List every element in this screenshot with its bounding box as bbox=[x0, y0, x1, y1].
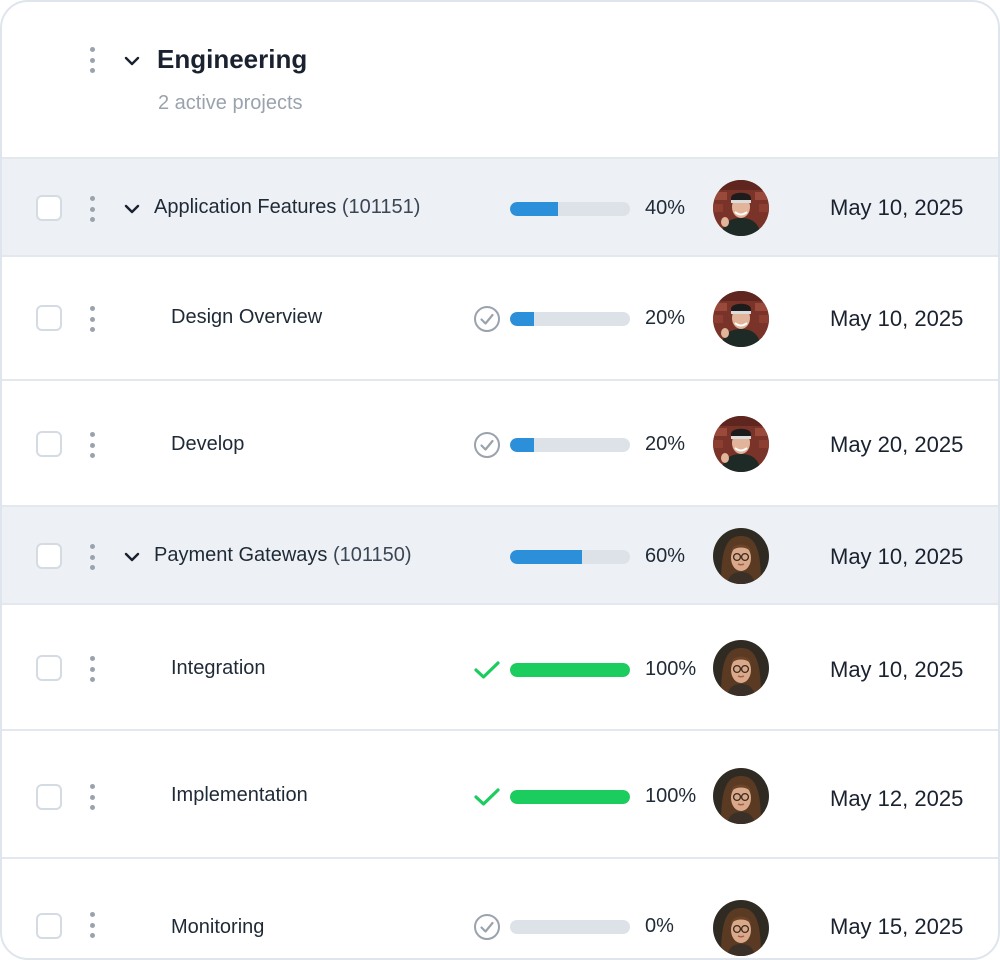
group-title: Engineering bbox=[157, 44, 308, 74]
row-collapse-chevron-icon[interactable] bbox=[122, 199, 142, 219]
row-menu-icon[interactable] bbox=[89, 912, 95, 938]
task-row-payment-gateways[interactable]: Payment Gateways (101150) 60% May 10, 20… bbox=[2, 505, 998, 605]
progress-bar bbox=[510, 438, 630, 452]
row-checkbox[interactable] bbox=[36, 655, 62, 681]
due-date: May 10, 2025 bbox=[830, 306, 964, 331]
woman-avatar[interactable] bbox=[713, 900, 769, 956]
progress-percent: 20% bbox=[645, 307, 686, 329]
row-menu-icon[interactable] bbox=[89, 196, 95, 222]
row-menu-icon[interactable] bbox=[89, 432, 95, 458]
task-title[interactable]: Monitoring bbox=[171, 916, 265, 938]
woman-avatar[interactable] bbox=[713, 528, 769, 584]
task-title: Payment Gateways bbox=[154, 544, 328, 566]
task-code: (101150) bbox=[332, 544, 412, 566]
due-date: May 20, 2025 bbox=[830, 432, 964, 457]
task-title[interactable]: Integration bbox=[171, 657, 266, 679]
due-date: May 10, 2025 bbox=[830, 657, 964, 682]
progress-percent: 60% bbox=[645, 545, 686, 567]
row-checkbox[interactable] bbox=[36, 305, 62, 331]
progress-fill bbox=[510, 550, 582, 564]
row-checkbox[interactable] bbox=[36, 913, 62, 939]
progress-bar bbox=[510, 790, 630, 804]
task-code: (101151) bbox=[341, 196, 421, 218]
due-date: May 12, 2025 bbox=[830, 786, 964, 811]
task-title[interactable]: Develop bbox=[171, 433, 245, 455]
row-menu-icon[interactable] bbox=[89, 656, 95, 682]
row-menu-icon[interactable] bbox=[89, 544, 95, 570]
progress-percent: 40% bbox=[645, 197, 686, 219]
circle-check-icon[interactable] bbox=[473, 913, 501, 941]
progress-fill bbox=[510, 312, 534, 326]
circle-check-icon[interactable] bbox=[473, 431, 501, 459]
man-avatar[interactable] bbox=[713, 180, 769, 236]
group-subtitle: 2 active projects bbox=[158, 92, 303, 114]
progress-percent: 100% bbox=[645, 658, 697, 680]
progress-bar bbox=[510, 550, 630, 564]
task-row-implementation[interactable]: Implementation 100% May 12, 2025 bbox=[2, 729, 998, 859]
progress-bar bbox=[510, 920, 630, 934]
row-checkbox[interactable] bbox=[36, 195, 62, 221]
task-title[interactable]: Implementation bbox=[171, 784, 308, 806]
man-avatar[interactable] bbox=[713, 291, 769, 347]
group-header: Engineering 2 active projects bbox=[2, 2, 998, 158]
task-row-monitoring[interactable]: Monitoring 0% May 15, 2025 bbox=[2, 857, 998, 960]
woman-avatar[interactable] bbox=[713, 640, 769, 696]
progress-bar bbox=[510, 202, 630, 216]
progress-fill bbox=[510, 202, 558, 216]
task-row-integration[interactable]: Integration 100% May 10, 2025 bbox=[2, 603, 998, 731]
progress-percent: 20% bbox=[645, 433, 686, 455]
progress-bar bbox=[510, 663, 630, 677]
task-row-application-features[interactable]: Application Features (101151) 40% May 10… bbox=[2, 157, 998, 257]
task-row-develop[interactable]: Develop 20% May 20, 2025 bbox=[2, 379, 998, 507]
task-name[interactable]: Application Features (101151) bbox=[154, 196, 420, 219]
green-check-icon[interactable] bbox=[473, 655, 501, 683]
row-menu-icon[interactable] bbox=[89, 306, 95, 332]
due-date: May 15, 2025 bbox=[830, 914, 964, 939]
task-title: Application Features bbox=[154, 196, 337, 218]
progress-fill bbox=[510, 790, 630, 804]
task-name[interactable]: Payment Gateways (101150) bbox=[154, 544, 412, 567]
man-avatar[interactable] bbox=[713, 416, 769, 472]
group-menu-icon[interactable] bbox=[89, 47, 95, 73]
task-title[interactable]: Design Overview bbox=[171, 306, 323, 328]
progress-percent: 0% bbox=[645, 915, 674, 937]
progress-bar bbox=[510, 312, 630, 326]
due-date: May 10, 2025 bbox=[830, 544, 964, 569]
green-check-icon[interactable] bbox=[473, 782, 501, 810]
progress-fill bbox=[510, 663, 630, 677]
row-checkbox[interactable] bbox=[36, 543, 62, 569]
task-row-design-overview[interactable]: Design Overview 20% May 10, 2025 bbox=[2, 255, 998, 381]
group-collapse-chevron-icon[interactable] bbox=[122, 51, 142, 71]
row-collapse-chevron-icon[interactable] bbox=[122, 547, 142, 567]
woman-avatar[interactable] bbox=[713, 768, 769, 824]
progress-fill bbox=[510, 438, 534, 452]
row-checkbox[interactable] bbox=[36, 784, 62, 810]
due-date: May 10, 2025 bbox=[830, 195, 964, 220]
row-checkbox[interactable] bbox=[36, 431, 62, 457]
circle-check-icon[interactable] bbox=[473, 305, 501, 333]
row-menu-icon[interactable] bbox=[89, 784, 95, 810]
progress-percent: 100% bbox=[645, 785, 697, 807]
